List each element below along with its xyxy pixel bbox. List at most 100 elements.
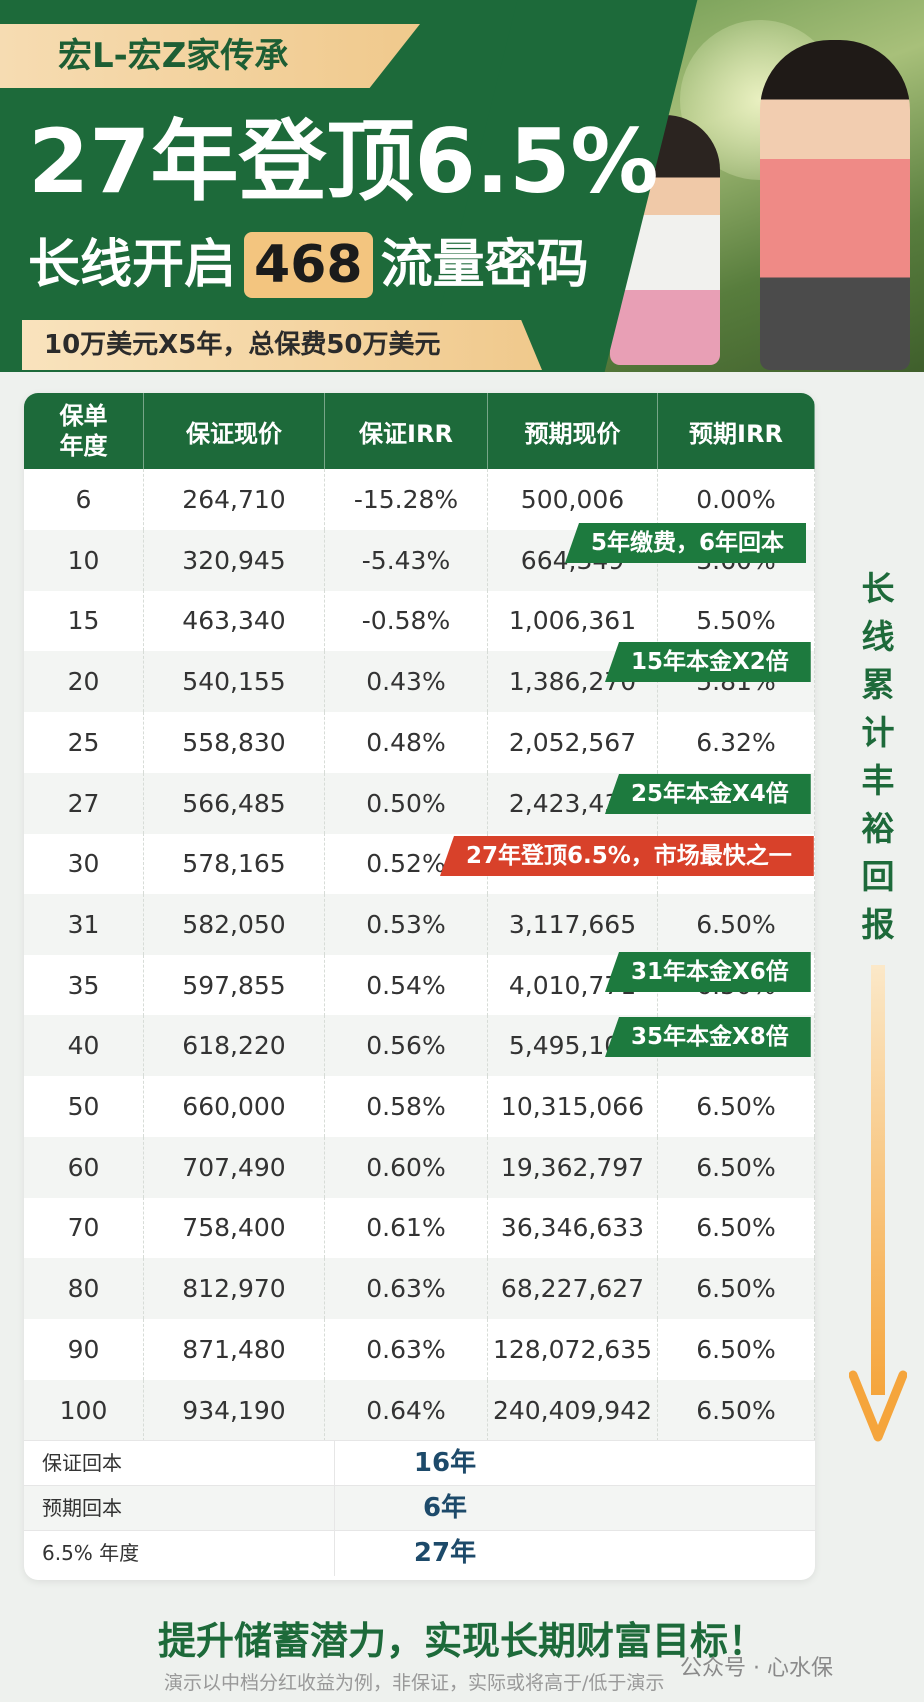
table-cell: 707,490: [144, 1136, 325, 1198]
table-cell: 0.48%: [325, 711, 488, 773]
table-cell: 758,400: [144, 1197, 325, 1259]
table-cell: 660,000: [144, 1076, 325, 1137]
table-cell: 934,190: [144, 1379, 325, 1441]
table-row: 31 582,050 0.53% 3,117,665 6.50%: [24, 893, 815, 955]
callout: 35年本金X8倍: [605, 1017, 811, 1057]
table-cell: 128,072,635: [488, 1318, 658, 1380]
table-cell: 0.60%: [325, 1136, 488, 1198]
hero: 宏L-宏Z家传承 27年登顶6.5% 长线开启 468 流量密码 10万美元X5年，…: [0, 0, 924, 372]
column-header: 预期现价: [488, 393, 658, 469]
table-cell: 500,006: [488, 469, 658, 530]
table-cell: 0.43%: [325, 651, 488, 713]
table-cell: 10: [24, 529, 144, 591]
photo: [560, 0, 924, 372]
table-cell: 80: [24, 1258, 144, 1320]
table-cell: 6.50%: [658, 1379, 815, 1441]
table-cell: 0.54%: [325, 954, 488, 1016]
table-cell: 15: [24, 590, 144, 652]
table-cell: 6.50%: [658, 1197, 815, 1259]
table-cell: 578,165: [144, 833, 325, 895]
summary-row: 6.5% 年度 27年: [24, 1530, 815, 1577]
table-cell: 0.64%: [325, 1379, 488, 1441]
callout: 27年登顶6.5%，市场最快之一: [440, 836, 814, 876]
table-cell: -0.58%: [325, 590, 488, 652]
summary-row: 保证回本 16年: [24, 1440, 815, 1487]
table-cell: 35: [24, 954, 144, 1016]
table-row: 100 934,190 0.64% 240,409,942 6.50%: [24, 1379, 815, 1441]
table-cell: 10,315,066: [488, 1076, 658, 1137]
summary-value: 27年: [334, 1531, 555, 1577]
table-row: 90 871,480 0.63% 128,072,635 6.50%: [24, 1318, 815, 1380]
summary-label: 保证回本: [42, 1451, 122, 1476]
watermark: 公众号 · 心水保: [680, 1656, 833, 1681]
table-cell: 31: [24, 893, 144, 955]
summary-value: 16年: [334, 1441, 555, 1487]
table-cell: 19,362,797: [488, 1136, 658, 1198]
table-cell: 618,220: [144, 1015, 325, 1077]
table-cell: 0.56%: [325, 1015, 488, 1077]
column-header: 保证现价: [144, 393, 325, 469]
table-cell: -15.28%: [325, 469, 488, 530]
table-cell: 463,340: [144, 590, 325, 652]
subtitle: 长线开启 468 流量密码: [28, 232, 589, 298]
table-cell: 100: [24, 1379, 144, 1441]
side-text: 长线累计丰裕回报: [861, 569, 895, 944]
callout: 25年本金X4倍: [605, 774, 811, 814]
table-cell: 6.50%: [658, 893, 815, 955]
title: 27年登顶6.5%: [28, 110, 659, 213]
table-cell: 27: [24, 772, 144, 834]
table-cell: 240,409,942: [488, 1379, 658, 1441]
callout: 15年本金X2倍: [605, 642, 811, 682]
table-row: 70 758,400 0.61% 36,346,633 6.50%: [24, 1197, 815, 1259]
table-cell: 0.50%: [325, 772, 488, 834]
table-row: 60 707,490 0.60% 19,362,797 6.50%: [24, 1136, 815, 1198]
subtitle-end: 流量密码: [380, 235, 589, 295]
subtitle-start: 长线开启: [28, 235, 237, 295]
subtitle-highlight: 468: [244, 232, 373, 298]
summary-row: 预期回本 6年: [24, 1485, 815, 1532]
table-cell: 0.00%: [658, 469, 815, 530]
table: 保单年度 保证现价 保证IRR 预期现价 预期IRR 6 264,710 -15.28% 500…: [24, 393, 815, 1580]
table-cell: 0.53%: [325, 893, 488, 955]
callout: 5年缴费，6年回本: [565, 523, 807, 563]
table-cell: -5.43%: [325, 529, 488, 591]
table-cell: 25: [24, 711, 144, 773]
table-cell: 6: [24, 469, 144, 530]
column-header: 保证IRR: [325, 393, 488, 469]
table-row: 80 812,970 0.63% 68,227,627 6.50%: [24, 1258, 815, 1320]
table-cell: 2,052,567: [488, 711, 658, 773]
table-row: 6 264,710 -15.28% 500,006 0.00%: [24, 469, 815, 530]
table-cell: 1,006,361: [488, 590, 658, 652]
table-cell: 0.63%: [325, 1258, 488, 1320]
table-cell: 582,050: [144, 893, 325, 955]
table-cell: 871,480: [144, 1318, 325, 1380]
summary-label: 6.5% 年度: [42, 1541, 140, 1566]
table-cell: 20: [24, 651, 144, 713]
table-cell: 6.50%: [658, 1318, 815, 1380]
table-cell: 36,346,633: [488, 1197, 658, 1259]
table-cell: 50: [24, 1076, 144, 1137]
table-cell: 6.50%: [658, 1136, 815, 1198]
slogan: 提升储蓄潜力，实现长期财富目标！: [157, 1619, 766, 1663]
table-cell: 40: [24, 1015, 144, 1077]
summary-label: 预期回本: [42, 1496, 122, 1521]
table-cell: 0.58%: [325, 1076, 488, 1137]
note: 10万美元X5年，总保费50万美元: [22, 320, 542, 370]
table-cell: 0.63%: [325, 1318, 488, 1380]
table-cell: 540,155: [144, 651, 325, 713]
badge: 宏L-宏Z家传承: [0, 24, 420, 88]
table-cell: 597,855: [144, 954, 325, 1016]
table-cell: 566,485: [144, 772, 325, 834]
table-cell: 68,227,627: [488, 1258, 658, 1320]
table-cell: 30: [24, 833, 144, 895]
summary-value: 6年: [334, 1486, 555, 1532]
table-cell: 6.50%: [658, 1258, 815, 1320]
header-row: 保单年度 保证现价 保证IRR 预期现价 预期IRR: [24, 393, 815, 469]
table-cell: 558,830: [144, 711, 325, 773]
table-row: 50 660,000 0.58% 10,315,066 6.50%: [24, 1076, 815, 1137]
table-row: 25 558,830 0.48% 2,052,567 6.32%: [24, 711, 815, 773]
column-header: 预期IRR: [658, 393, 815, 469]
table-cell: 90: [24, 1318, 144, 1380]
table-cell: 812,970: [144, 1258, 325, 1320]
